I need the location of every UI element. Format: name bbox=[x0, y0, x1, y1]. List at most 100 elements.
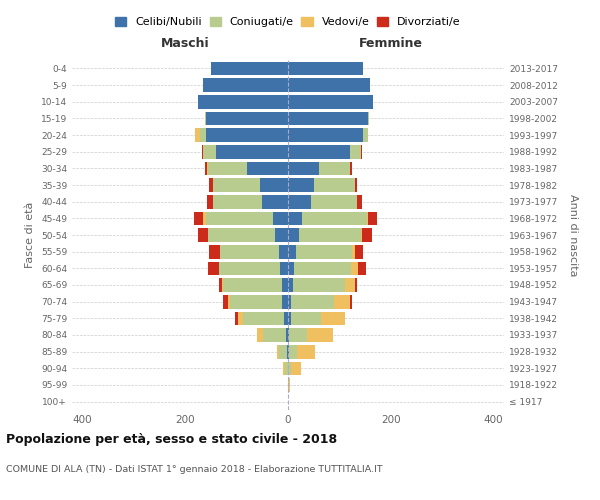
Bar bbox=[260, 178, 288, 192]
Bar bbox=[302, 212, 367, 225]
Bar bbox=[288, 278, 293, 292]
Bar bbox=[286, 328, 288, 342]
Text: COMUNE DI ALA (TN) - Dati ISTAT 1° gennaio 2018 - Elaborazione TUTTITALIA.IT: COMUNE DI ALA (TN) - Dati ISTAT 1° genna… bbox=[6, 466, 383, 474]
Bar bbox=[196, 128, 200, 142]
Bar bbox=[287, 345, 288, 358]
Bar bbox=[289, 378, 290, 392]
Bar bbox=[279, 345, 287, 358]
Bar bbox=[205, 112, 206, 125]
Text: Popolazione per età, sesso e stato civile - 2018: Popolazione per età, sesso e stato civil… bbox=[6, 432, 337, 446]
Bar bbox=[362, 228, 373, 242]
Bar bbox=[235, 312, 238, 325]
Bar bbox=[214, 178, 260, 192]
Bar bbox=[299, 228, 361, 242]
Bar bbox=[243, 312, 284, 325]
Bar bbox=[350, 162, 352, 175]
Bar bbox=[368, 212, 377, 225]
Bar bbox=[355, 245, 362, 258]
Bar bbox=[297, 345, 315, 358]
Bar bbox=[288, 95, 373, 108]
Bar bbox=[209, 178, 214, 192]
Bar bbox=[208, 262, 218, 275]
Legend: Celibi/Nubili, Coniugati/e, Vedovi/e, Divorziati/e: Celibi/Nubili, Coniugati/e, Vedovi/e, Di… bbox=[115, 16, 461, 27]
Bar bbox=[207, 162, 208, 175]
Bar bbox=[293, 278, 344, 292]
Bar bbox=[206, 212, 272, 225]
Bar bbox=[208, 162, 247, 175]
Bar bbox=[307, 328, 333, 342]
Bar bbox=[368, 112, 369, 125]
Bar bbox=[350, 145, 361, 158]
Bar bbox=[288, 212, 302, 225]
Bar bbox=[361, 228, 362, 242]
Bar bbox=[358, 195, 362, 208]
Bar bbox=[211, 62, 288, 75]
Bar bbox=[322, 312, 344, 325]
Bar bbox=[290, 312, 322, 325]
Bar bbox=[350, 295, 352, 308]
Bar bbox=[290, 295, 334, 308]
Bar bbox=[198, 95, 288, 108]
Bar bbox=[289, 328, 307, 342]
Y-axis label: Anni di nascita: Anni di nascita bbox=[568, 194, 578, 276]
Bar bbox=[283, 362, 286, 375]
Bar bbox=[355, 278, 358, 292]
Bar bbox=[367, 212, 368, 225]
Bar bbox=[288, 145, 350, 158]
Bar bbox=[296, 245, 352, 258]
Bar bbox=[200, 128, 206, 142]
Bar bbox=[288, 312, 290, 325]
Text: Femmine: Femmine bbox=[359, 37, 423, 50]
Bar bbox=[205, 162, 207, 175]
Bar bbox=[230, 295, 282, 308]
Bar bbox=[216, 145, 288, 158]
Bar bbox=[344, 278, 355, 292]
Bar bbox=[288, 128, 362, 142]
Bar bbox=[277, 345, 279, 358]
Bar bbox=[209, 245, 220, 258]
Bar bbox=[203, 78, 288, 92]
Bar bbox=[280, 262, 288, 275]
Bar bbox=[358, 262, 366, 275]
Bar bbox=[355, 178, 358, 192]
Bar bbox=[288, 328, 289, 342]
Bar bbox=[362, 128, 368, 142]
Bar bbox=[279, 245, 288, 258]
Bar bbox=[206, 128, 288, 142]
Bar bbox=[218, 262, 280, 275]
Bar bbox=[214, 195, 262, 208]
Bar bbox=[257, 328, 263, 342]
Bar bbox=[288, 262, 294, 275]
Y-axis label: Fasce di età: Fasce di età bbox=[25, 202, 35, 268]
Bar bbox=[311, 195, 358, 208]
Bar bbox=[288, 378, 289, 392]
Bar bbox=[351, 262, 358, 275]
Bar bbox=[247, 162, 288, 175]
Bar bbox=[282, 278, 288, 292]
Bar bbox=[229, 295, 230, 308]
Bar bbox=[288, 62, 362, 75]
Bar bbox=[202, 145, 203, 158]
Bar bbox=[198, 228, 208, 242]
Bar bbox=[288, 162, 319, 175]
Bar bbox=[221, 278, 223, 292]
Bar bbox=[288, 362, 290, 375]
Bar bbox=[220, 245, 279, 258]
Bar bbox=[288, 295, 290, 308]
Bar bbox=[206, 112, 288, 125]
Bar bbox=[288, 78, 370, 92]
Bar bbox=[282, 295, 288, 308]
Text: Maschi: Maschi bbox=[161, 37, 209, 50]
Bar bbox=[208, 228, 275, 242]
Bar bbox=[334, 295, 350, 308]
Bar bbox=[275, 228, 288, 242]
Bar bbox=[272, 212, 288, 225]
Bar bbox=[290, 362, 301, 375]
Bar bbox=[319, 162, 350, 175]
Bar bbox=[294, 262, 351, 275]
Bar bbox=[361, 145, 362, 158]
Bar bbox=[284, 312, 288, 325]
Bar bbox=[223, 278, 282, 292]
Bar bbox=[314, 178, 355, 192]
Bar bbox=[288, 178, 314, 192]
